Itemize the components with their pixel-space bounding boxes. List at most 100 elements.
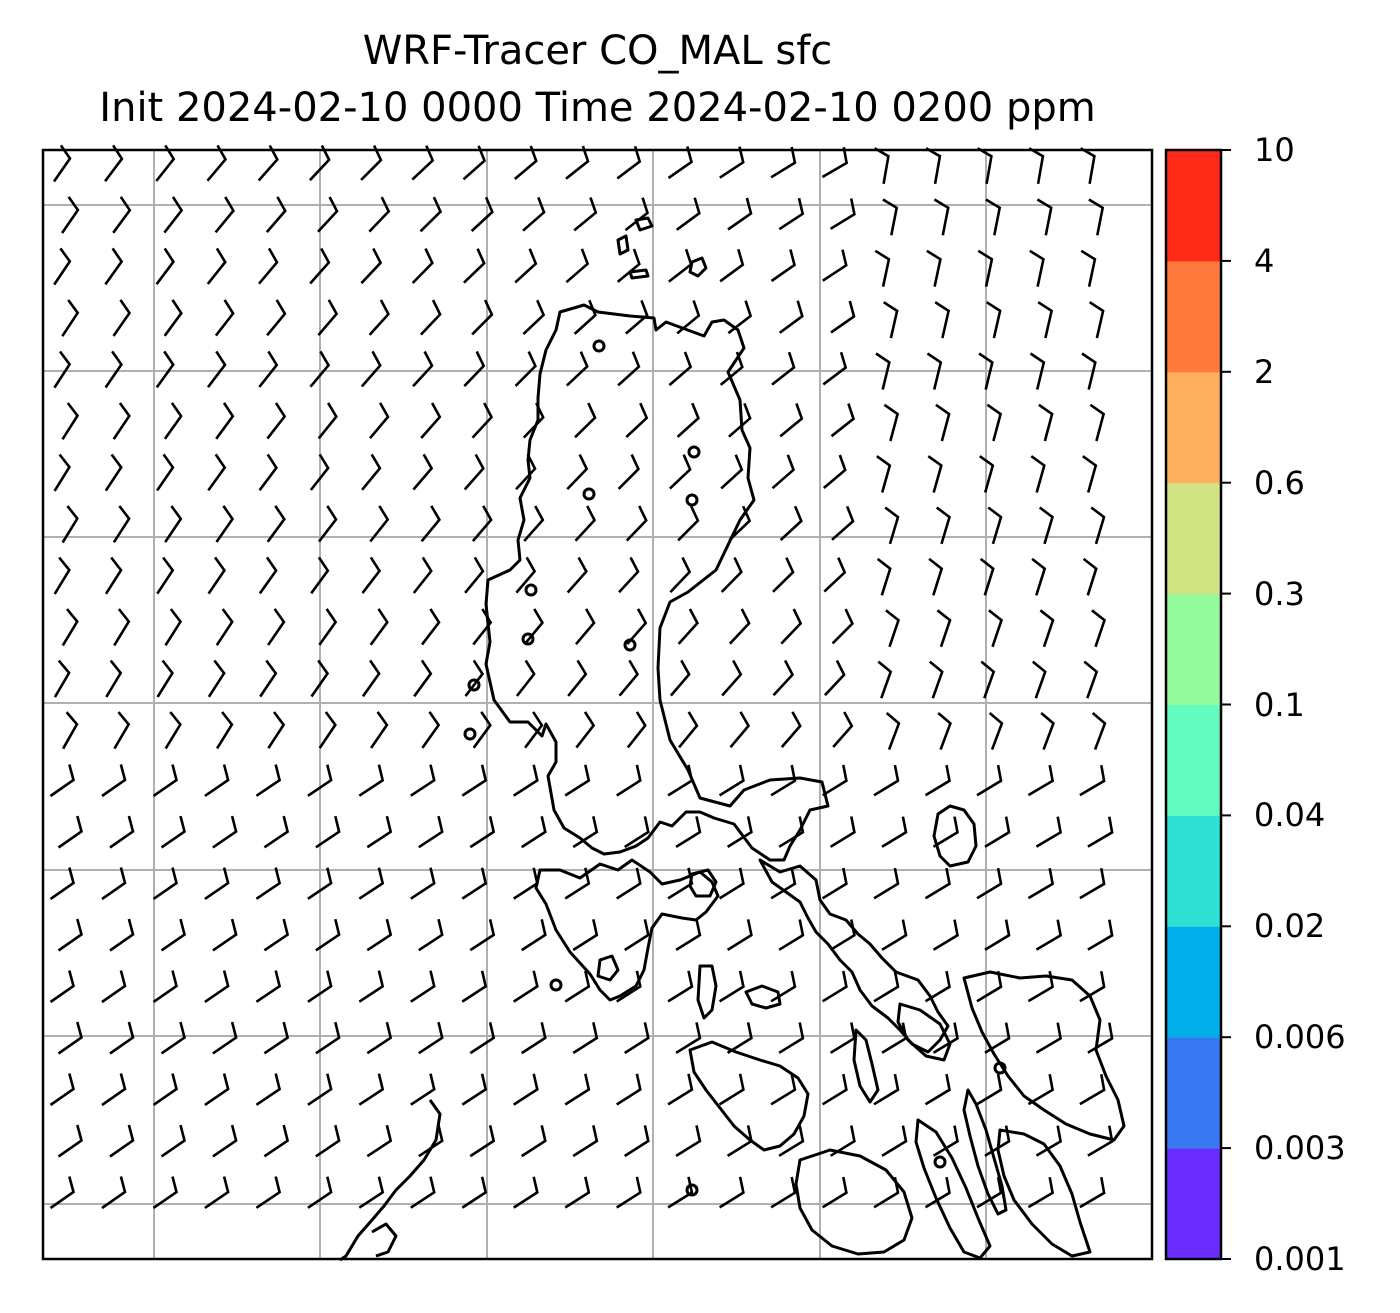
- wind-barb: [885, 609, 901, 648]
- wind-barb: [676, 402, 700, 438]
- wind-barb: [358, 1176, 385, 1209]
- map-frame: [41, 148, 1154, 1261]
- wind-barb: [978, 352, 994, 390]
- wind-barb: [515, 556, 537, 594]
- wind-barb: [267, 711, 286, 749]
- wind-barb: [770, 1176, 797, 1209]
- wind-barb: [928, 660, 944, 699]
- wind-barb: [109, 918, 135, 952]
- wind-barb: [976, 970, 1003, 1003]
- wind-barb: [522, 299, 546, 336]
- wind-barb: [1027, 867, 1055, 900]
- wind-barb: [265, 196, 287, 233]
- wind-barb: [667, 1176, 694, 1209]
- wind-barb: [61, 711, 79, 750]
- wind-barb: [411, 248, 434, 284]
- wind-barb: [204, 867, 230, 900]
- coastline-panay: [794, 1148, 914, 1256]
- wind-barb: [572, 1022, 599, 1055]
- coastline-cebu: [962, 1088, 1008, 1216]
- wind-barb: [727, 197, 753, 231]
- wind-barb: [625, 402, 649, 439]
- wind-barb: [470, 196, 494, 232]
- wind-barb: [667, 146, 693, 180]
- wind-barb: [882, 198, 899, 236]
- wind-barb: [821, 970, 848, 1003]
- wind-barb: [204, 1176, 230, 1209]
- island-9: [463, 727, 477, 741]
- wind-barb: [987, 506, 1003, 545]
- colorbar-tick-label: 4: [1254, 241, 1275, 280]
- wind-barb: [1029, 352, 1046, 390]
- wind-barb: [678, 711, 699, 749]
- wind-barb: [565, 351, 589, 387]
- wind-barb: [366, 918, 393, 952]
- wind-barb: [214, 196, 235, 234]
- wind-barb: [726, 919, 753, 952]
- wind-barb: [204, 764, 230, 797]
- wind-barb: [206, 247, 227, 285]
- wind-barb: [778, 197, 805, 231]
- wind-barb: [984, 919, 1011, 951]
- wind-barb: [360, 247, 383, 285]
- wind-barb: [624, 1022, 650, 1055]
- coastline-leyte: [996, 1128, 1092, 1258]
- wind-barb: [822, 249, 848, 282]
- wind-barb: [156, 659, 174, 698]
- wind-barb: [771, 454, 796, 490]
- wind-barb: [625, 505, 648, 542]
- wind-barb: [616, 248, 641, 283]
- wind-barb: [564, 970, 591, 1003]
- wind-barb: [104, 350, 123, 389]
- wind-barb: [779, 403, 804, 438]
- wind-barb: [830, 403, 856, 438]
- wind-barb: [160, 815, 186, 849]
- wind-barb: [881, 1125, 908, 1157]
- wind-barb: [778, 1125, 805, 1157]
- wind-barb: [463, 350, 486, 388]
- wind-barb: [163, 299, 183, 337]
- wind-barb: [567, 659, 588, 697]
- wind-barb: [413, 659, 433, 698]
- wind-barb: [156, 556, 175, 595]
- wind-barb: [977, 249, 994, 287]
- wind-barb: [258, 350, 279, 388]
- wind-barb: [822, 454, 847, 489]
- wind-barb: [1030, 455, 1046, 493]
- wind-barb: [318, 608, 338, 646]
- wind-barb: [214, 299, 235, 337]
- wind-barb: [57, 1021, 83, 1055]
- wind-barb: [770, 249, 796, 283]
- wind-barb: [204, 1073, 230, 1106]
- wind-barb: [515, 659, 536, 697]
- wind-barb: [310, 659, 330, 698]
- coastline-samar: [962, 970, 1126, 1142]
- colorbar-tick-label: 10: [1254, 131, 1295, 169]
- wind-barb: [315, 815, 341, 849]
- wind-barb: [164, 711, 182, 750]
- wind-barb: [101, 1176, 127, 1210]
- wind-barb: [152, 764, 178, 797]
- island-10: [549, 978, 563, 992]
- wind-barb: [49, 1073, 75, 1107]
- wind-barb: [215, 608, 234, 646]
- island-13: [933, 1155, 947, 1169]
- wind-barb: [770, 1073, 797, 1106]
- wind-barb: [215, 402, 235, 440]
- wind-barb: [53, 556, 71, 595]
- wind-barb: [520, 816, 547, 849]
- wind-barb: [255, 867, 282, 900]
- wind-barb: [113, 608, 131, 647]
- wind-barb: [524, 711, 544, 749]
- wind-barb: [821, 146, 849, 179]
- wind-barb: [160, 1021, 186, 1055]
- wind-barb: [266, 402, 287, 440]
- wind-barb: [772, 557, 795, 593]
- colorbar-tick-label: 0.1: [1254, 685, 1305, 724]
- wind-barb: [412, 556, 433, 594]
- wind-barb: [520, 1022, 547, 1055]
- wind-barb: [419, 299, 442, 336]
- wind-barb: [112, 196, 132, 234]
- wind-barb: [618, 659, 640, 697]
- wind-barb: [821, 867, 848, 900]
